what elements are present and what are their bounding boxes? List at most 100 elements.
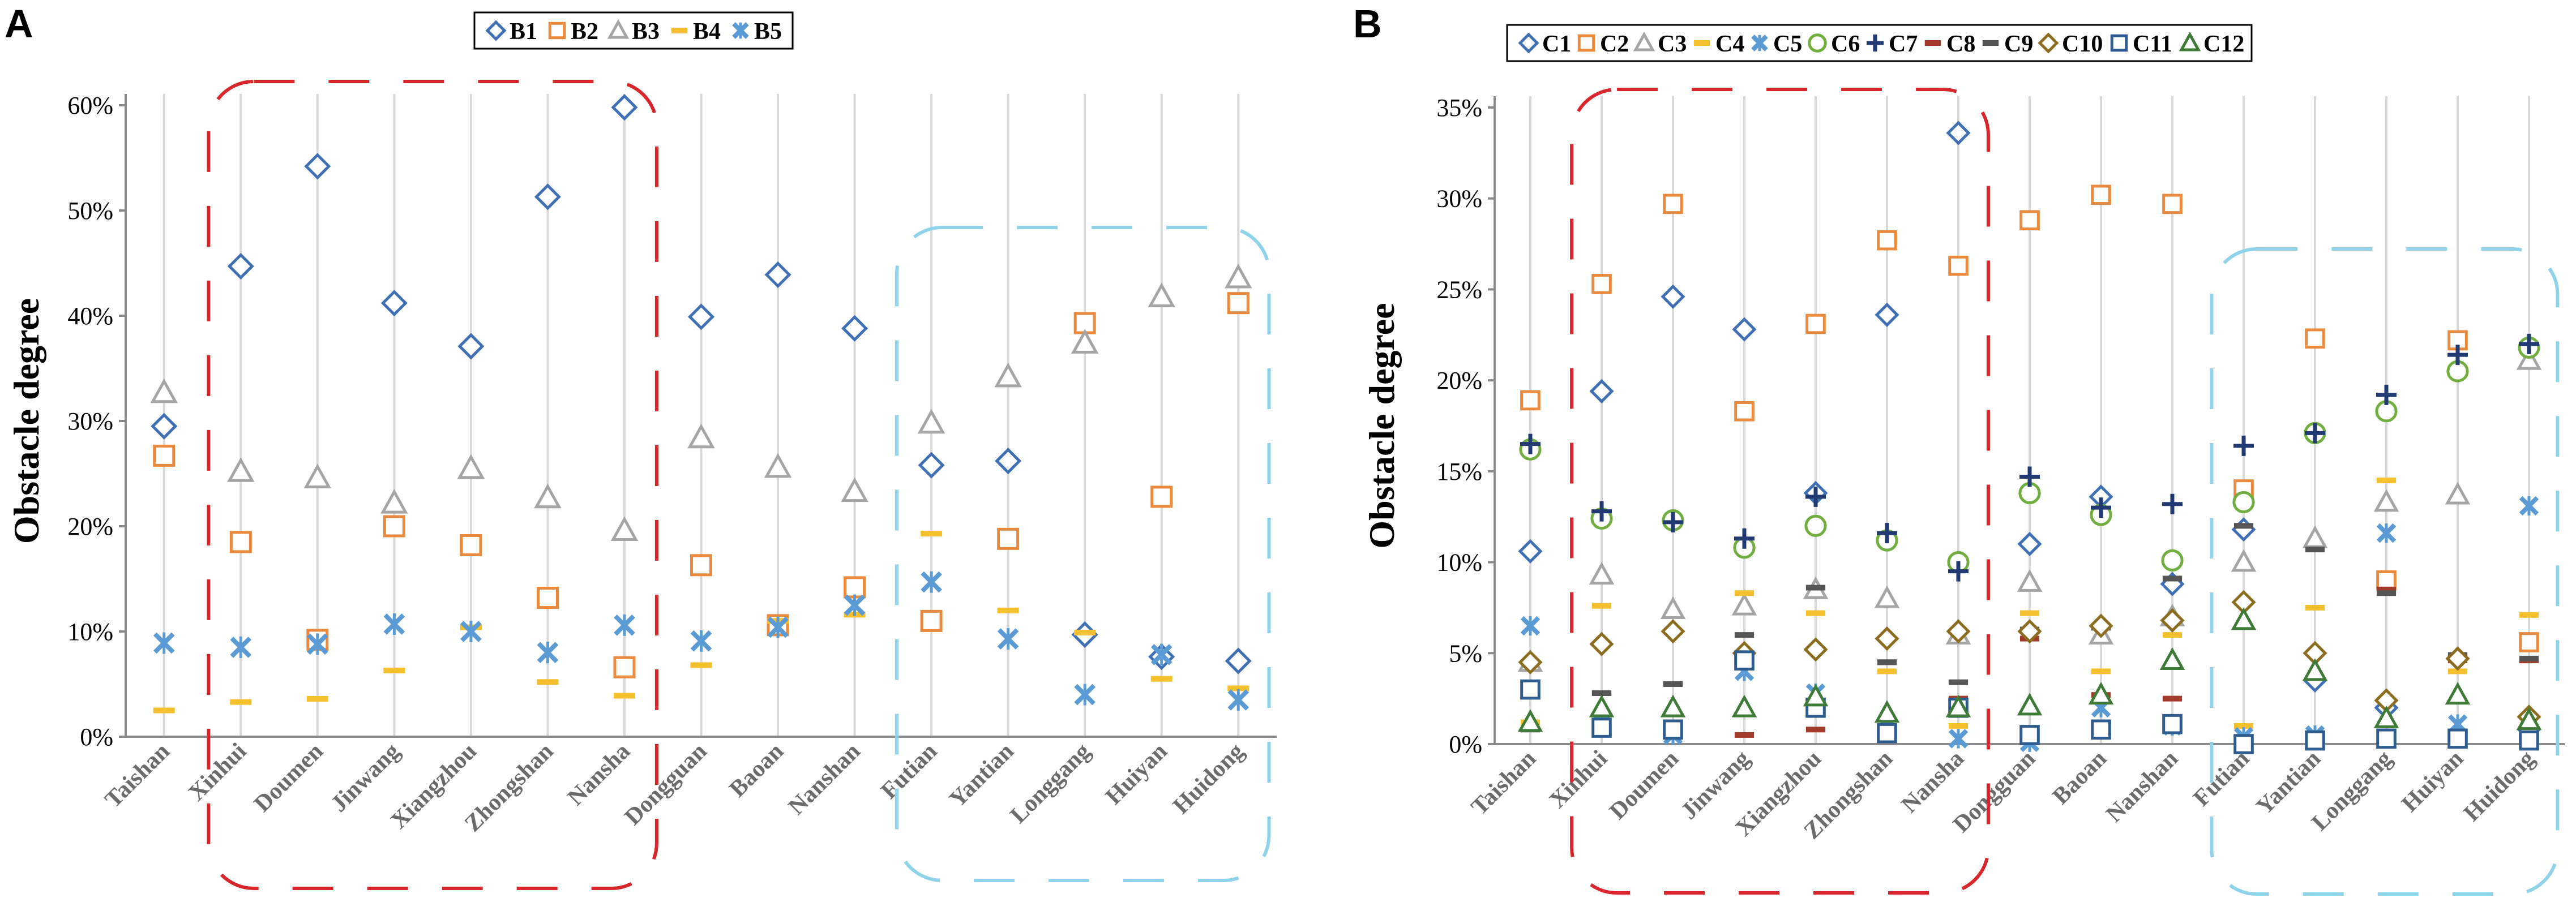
data-point-c10-shape <box>2160 608 2185 633</box>
data-point-c2-shape <box>1948 255 1969 276</box>
data-point-b4-shape <box>921 531 943 537</box>
data-point-c4-shape <box>2305 604 2325 611</box>
data-point-c2-shape <box>2519 632 2539 652</box>
data-point-b5 <box>230 636 252 658</box>
series-c10 <box>1518 590 2541 729</box>
data-point-c11-shape <box>2162 714 2183 734</box>
x-tick-label: Xinhui <box>183 738 251 806</box>
data-point-c11-shape <box>1520 679 1541 700</box>
y-tick-label: 40% <box>67 302 113 330</box>
x-tick-label: Huidong <box>1168 738 1249 819</box>
data-point-b5 <box>997 628 1019 650</box>
x-tick-label: Xinhui <box>1544 745 1612 813</box>
data-point-c1 <box>1946 121 1971 145</box>
legend-marker-c8-shape <box>1924 40 1941 46</box>
data-point-b2 <box>383 515 405 538</box>
data-point-c9 <box>1805 585 1826 591</box>
data-point-b3 <box>764 453 792 478</box>
data-point-c7 <box>1520 433 1541 454</box>
data-point-c9-shape <box>2233 523 2254 529</box>
data-point-c10 <box>1875 626 1899 651</box>
data-point-c11 <box>1877 723 1897 744</box>
data-point-b4-shape <box>230 699 252 705</box>
data-point-b3-shape <box>534 483 562 509</box>
data-point-c1 <box>1661 284 1685 309</box>
data-point-b1-shape <box>611 94 638 121</box>
data-point-c10 <box>1803 637 1828 662</box>
data-point-b3 <box>841 477 868 502</box>
data-point-b2 <box>920 609 943 632</box>
x-tick-label: Nanshan <box>2101 746 2183 828</box>
legend-marker-c10 <box>2038 32 2059 54</box>
data-point-c4-shape <box>2447 668 2468 674</box>
data-point-b2 <box>844 576 866 599</box>
data-point-c5 <box>2519 496 2539 516</box>
data-point-b4-shape <box>537 679 559 685</box>
data-point-b4 <box>997 607 1019 613</box>
data-point-b5 <box>307 633 328 655</box>
data-point-b3-shape <box>150 378 178 403</box>
data-point-c4 <box>2091 668 2111 674</box>
data-point-c10-shape <box>1946 619 1971 644</box>
data-point-b1 <box>995 448 1022 475</box>
data-point-c7 <box>1663 512 1683 532</box>
data-point-c2-shape <box>1877 230 1897 251</box>
data-point-c11 <box>2233 734 2254 754</box>
x-tick-label: Nansha <box>1897 746 1969 818</box>
data-point-c12-shape <box>2516 707 2542 731</box>
legend-marker-c12 <box>2179 31 2201 51</box>
data-point-c2 <box>1520 390 1541 411</box>
data-point-c10-shape <box>2089 613 2113 638</box>
data-point-c1-shape <box>1589 379 1614 403</box>
y-tick-label: 10% <box>1436 549 1482 577</box>
data-point-b3 <box>534 483 562 509</box>
data-point-c10-shape <box>1803 637 1828 662</box>
data-point-b3-shape <box>303 463 332 488</box>
data-point-c12 <box>2516 707 2542 731</box>
data-point-c10 <box>1518 650 1543 674</box>
data-point-b1 <box>304 153 331 180</box>
legend-marker-c9 <box>1982 40 1999 46</box>
data-point-c10 <box>1946 619 1971 644</box>
data-point-b5 <box>383 613 405 635</box>
legend-label: C11 <box>2133 31 2172 57</box>
data-point-c3 <box>1874 585 1900 608</box>
data-point-c12-shape <box>1945 694 1971 717</box>
data-point-c12 <box>2373 705 2399 728</box>
data-point-c4 <box>1591 603 1612 609</box>
data-point-b4-shape <box>690 662 712 668</box>
data-point-b1-shape <box>687 303 715 330</box>
data-point-c1 <box>1732 317 1757 342</box>
legend-marker-b3 <box>607 19 630 39</box>
legend-marker-c12-shape <box>2179 31 2201 51</box>
data-point-c3-shape <box>1874 585 1900 608</box>
y-tick-label: 20% <box>67 513 113 540</box>
data-point-b3-shape <box>1224 263 1252 289</box>
data-point-c10-shape <box>1589 631 1614 656</box>
data-point-b2 <box>613 656 636 678</box>
data-point-c4 <box>2376 477 2397 483</box>
x-tick-label: Futian <box>2188 746 2254 812</box>
data-point-c6 <box>2161 549 2184 572</box>
x-tick-label: Nansha <box>563 738 635 811</box>
y-tick-label: 25% <box>1436 276 1482 303</box>
data-point-c2-shape <box>1663 194 1683 214</box>
series-c2 <box>1520 184 2539 652</box>
data-point-c9-shape <box>1734 632 1755 638</box>
data-point-c4 <box>2019 610 2040 616</box>
data-point-c9 <box>2519 655 2539 661</box>
data-point-c4 <box>1805 610 1826 616</box>
series-c4 <box>1520 477 2539 729</box>
data-point-c9-shape <box>2162 575 2183 582</box>
legend-marker-c10-shape <box>2038 32 2059 54</box>
legend-label: C1 <box>1542 31 1571 57</box>
data-point-b2-shape <box>153 444 176 467</box>
x-tick-label: Dongguan <box>620 738 712 831</box>
data-point-b4-shape <box>997 607 1019 613</box>
x-tick-label: Baoan <box>2048 746 2112 810</box>
data-point-b4 <box>690 662 712 668</box>
data-point-c11 <box>2447 728 2468 749</box>
data-point-b5 <box>767 616 789 638</box>
data-point-c3-shape <box>2017 569 2043 592</box>
series-b3 <box>150 263 1252 541</box>
